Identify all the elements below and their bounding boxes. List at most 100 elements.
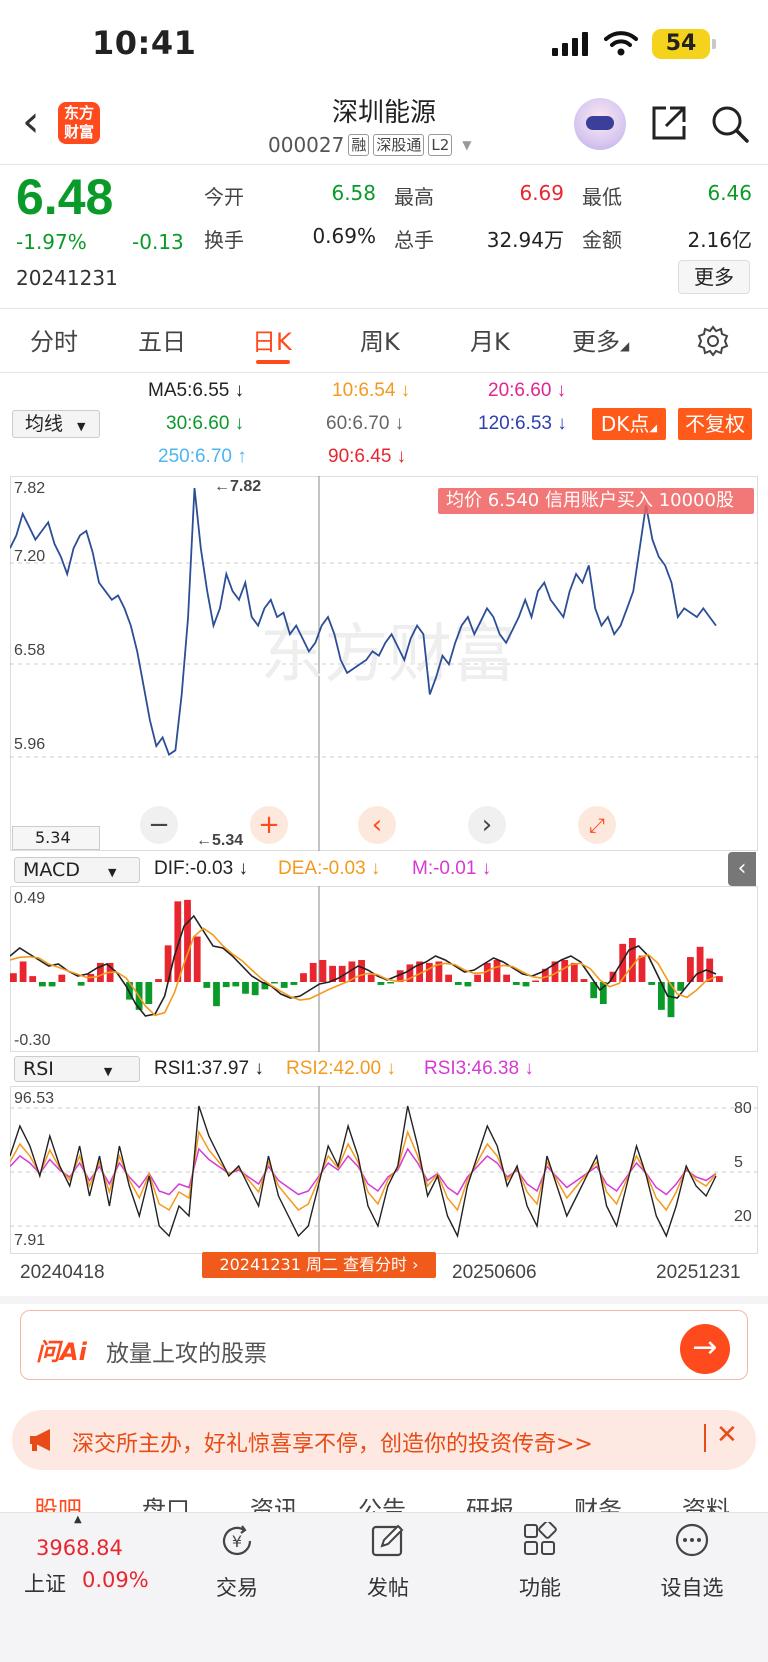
macd-histogram-bar — [48, 982, 56, 987]
amount-value: 2.16亿 — [687, 228, 752, 252]
view-intraday-tooltip[interactable]: 20241231 周二 查看分时 › — [202, 1252, 436, 1278]
app-logo: 东方 财富 — [58, 102, 100, 144]
post-icon[interactable] — [370, 1522, 406, 1558]
fullscreen-icon[interactable]: ⤢ — [578, 806, 616, 844]
y-label-2: 7.20 — [14, 548, 46, 565]
status-time: 10:41 — [92, 24, 197, 62]
caret-down-icon: ▼ — [107, 866, 117, 879]
macd-select[interactable]: MACD ▼ — [14, 857, 140, 883]
tab-more[interactable]: 更多◢ — [572, 322, 629, 357]
macd-histogram-bar — [19, 961, 27, 982]
macd-m: M:-0.01 ↓ — [412, 858, 492, 879]
rsi-select[interactable]: RSI ▼ — [14, 1056, 140, 1082]
index-name[interactable]: 上证 — [24, 1572, 66, 1596]
subtab-news[interactable]: 资讯 — [250, 1496, 298, 1512]
price-line — [10, 487, 717, 756]
macd-histogram-bar — [261, 982, 269, 990]
subtab-pankou[interactable]: 盘口 — [142, 1496, 190, 1512]
promo-banner[interactable] — [12, 1410, 756, 1470]
index-value[interactable]: 3968.84 — [36, 1536, 123, 1560]
macd-histogram-bar — [677, 982, 685, 991]
tab-monthly-k[interactable]: 月K — [470, 328, 510, 356]
ai-search-box[interactable] — [20, 1310, 748, 1380]
rsi-y-top: 96.53 — [14, 1090, 55, 1107]
scroll-left-icon[interactable]: ‹ — [358, 806, 396, 844]
macd-histogram-bar — [406, 964, 414, 982]
tab-daily-k[interactable]: 日K — [252, 328, 292, 356]
macd-histogram-bar — [164, 945, 172, 982]
stock-code-row[interactable]: 000027 融 深股通 L2 ▼ — [268, 132, 472, 158]
macd-panel[interactable] — [10, 886, 758, 1052]
macd-histogram-bar — [629, 938, 636, 982]
header-divider — [0, 164, 768, 165]
battery-tip — [712, 39, 716, 49]
wifi-icon — [604, 31, 638, 56]
nav-trade[interactable]: 交易 — [216, 1576, 258, 1600]
macd-histogram-bar — [387, 982, 394, 984]
macd-dif-text: DIF:-0.03 — [154, 858, 234, 879]
share-icon[interactable] — [650, 104, 688, 142]
last-price: 6.48 — [16, 169, 114, 225]
macd-histogram-bar — [667, 982, 675, 1018]
macd-histogram-bar — [541, 968, 549, 982]
close-icon[interactable]: ✕ — [716, 1420, 738, 1450]
tab-weekly-k[interactable]: 周K — [360, 328, 400, 356]
macd-histogram-bar — [309, 962, 317, 982]
dk-point-button[interactable]: DK点◢ — [592, 408, 666, 440]
ai-prompt-text[interactable]: 放量上攻的股票 — [106, 1341, 267, 1367]
scroll-right-icon[interactable]: › — [468, 806, 506, 844]
promo-text[interactable]: 深交所主办，好礼惊喜享不停，创造你的投资传奇>> — [72, 1432, 593, 1457]
low-value: 6.46 — [707, 181, 752, 205]
macd-histogram-bar — [290, 982, 298, 985]
stock-code: 000027 — [268, 133, 345, 157]
subtab-notice[interactable]: 公告 — [358, 1496, 406, 1512]
price-chart[interactable]: 东方财富 — [10, 476, 758, 851]
more-dots-icon[interactable] — [674, 1522, 710, 1558]
ma120-value: 120:6.53 ↓ — [478, 413, 567, 434]
macd-histogram-bar — [454, 982, 462, 985]
trade-banner[interactable]: 均价 6.540 信用账户买入 10000股 — [438, 488, 754, 514]
macd-histogram-bar — [551, 961, 559, 982]
trade-icon[interactable]: ¥ — [218, 1522, 256, 1560]
nav-functions[interactable]: 功能 — [519, 1576, 561, 1600]
functions-icon[interactable] — [522, 1522, 558, 1558]
rsi2-value: RSI2:42.00 ↓ — [286, 1058, 396, 1079]
more-quote-button[interactable]: 更多 — [678, 260, 750, 294]
subtab-guba[interactable]: 股吧 — [34, 1496, 82, 1512]
subtab-profile[interactable]: 资料 — [682, 1496, 730, 1512]
index-change[interactable]: 0.09% — [82, 1568, 149, 1592]
macd-histogram-bar — [193, 936, 201, 982]
macd-m-text: M:-0.01 — [412, 858, 477, 879]
macd-histogram-bar — [97, 962, 104, 982]
banner-divider — [704, 1424, 706, 1452]
high-label: 最高 — [394, 185, 434, 209]
macd-dea: DEA:-0.03 ↓ — [278, 858, 381, 879]
subtab-finance[interactable]: 财务 — [574, 1496, 622, 1512]
nav-post[interactable]: 发帖 — [367, 1576, 409, 1600]
rsi1-value: RSI1:37.97 ↓ — [154, 1058, 264, 1079]
tab-intraday[interactable]: 分时 — [30, 328, 78, 356]
rsi-level-20: 20 — [734, 1208, 752, 1225]
bottom-nav — [0, 1512, 768, 1662]
tab-five-day[interactable]: 五日 — [138, 328, 186, 356]
zoom-in-icon[interactable]: + — [250, 806, 288, 844]
macd-histogram-bar — [222, 982, 230, 988]
macd-histogram-bar — [619, 943, 627, 982]
collapse-panel-icon[interactable]: ‹ — [728, 852, 756, 886]
nav-add-watchlist[interactable]: 设自选 — [660, 1576, 724, 1600]
macd-histogram-bar — [425, 962, 433, 982]
no-adjust-button[interactable]: 不复权 — [678, 408, 752, 440]
gear-icon[interactable] — [696, 324, 730, 358]
subtab-research[interactable]: 研报 — [466, 1496, 514, 1512]
macd-histogram-bar — [213, 982, 220, 1007]
macd-histogram-bar — [232, 982, 240, 987]
open-value: 6.58 — [331, 181, 376, 205]
zoom-out-icon[interactable]: − — [140, 806, 178, 844]
ma250-value: 250:6.70 ↑ — [158, 446, 247, 467]
search-icon[interactable] — [710, 104, 750, 144]
arrow-right-icon[interactable]: → — [680, 1324, 730, 1374]
back-icon[interactable]: ‹ — [22, 96, 40, 147]
low-marker: ←5.34 — [196, 832, 244, 849]
macd-histogram-bar — [251, 982, 259, 996]
ma-select[interactable]: 均线 ▼ — [12, 410, 100, 438]
